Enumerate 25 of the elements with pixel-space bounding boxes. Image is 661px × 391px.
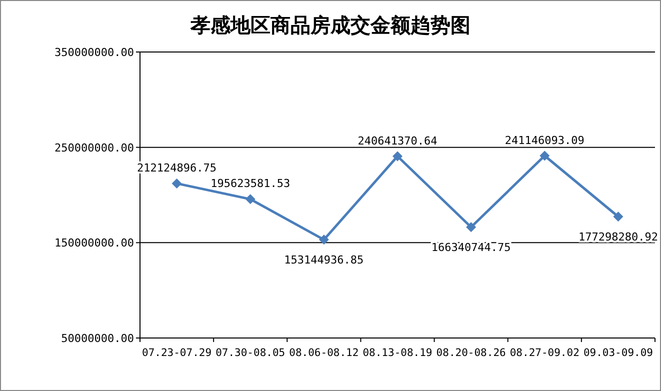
x-tick-label: 08.06-08.12 <box>289 347 359 359</box>
point <box>172 178 182 188</box>
point <box>466 222 476 232</box>
point <box>245 194 256 204</box>
point <box>613 212 624 222</box>
x-tick-label: 08.27-09.02 <box>510 347 580 359</box>
data-label: 195623581.53 <box>210 177 290 190</box>
point <box>540 150 550 161</box>
point <box>318 234 329 245</box>
x-tick-label: 07.23-07.29 <box>142 347 212 359</box>
data-label: 240641370.64 <box>358 134 438 148</box>
x-tick-label: 08.13-08.19 <box>362 347 432 359</box>
point <box>392 151 402 162</box>
data-label: 153144936.85 <box>284 254 364 267</box>
data-label: 166340744.75 <box>431 241 511 254</box>
chart-title: 孝感地区商品房成交金额趋势图 <box>190 13 470 37</box>
y-tick-label: 150000000.00 <box>54 236 134 250</box>
y-tick-label: 250000000.00 <box>54 141 134 154</box>
data-label: 241146093.09 <box>504 134 584 147</box>
x-tick-label: 09.03-09.09 <box>583 347 653 359</box>
data-label: 177298280.92 <box>578 230 658 244</box>
x-tick-label: 08.20-08.26 <box>436 347 506 359</box>
x-tick-label: 07.30-08.05 <box>216 347 286 359</box>
y-tick-label: 50000000.00 <box>61 332 134 345</box>
y-tick-label: 350000000.00 <box>54 46 134 59</box>
